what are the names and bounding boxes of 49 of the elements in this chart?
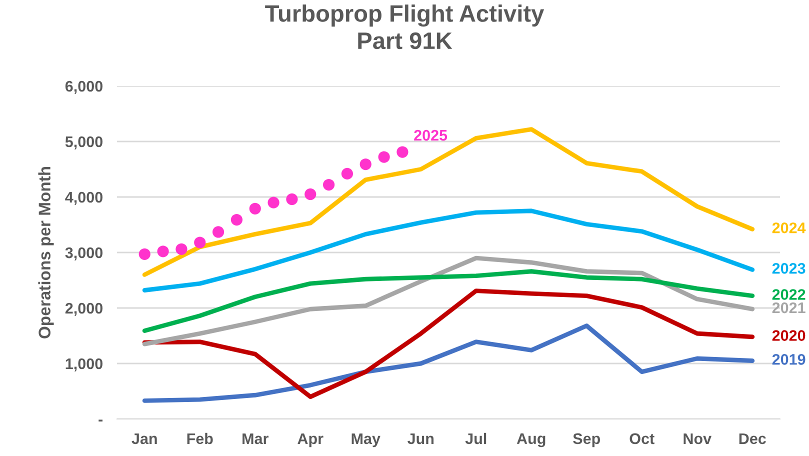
series-label: 2024 (772, 222, 806, 234)
x-tick-label: May (352, 433, 380, 448)
x-tick-label: Dec (739, 433, 766, 444)
series-label: 2019 (772, 354, 806, 365)
point (176, 243, 188, 255)
line-series (142, 256, 755, 346)
point (138, 248, 150, 260)
point (341, 168, 354, 180)
point (396, 146, 408, 158)
point (360, 158, 372, 170)
line-series (142, 269, 755, 333)
x-tick-label: Oct (630, 433, 654, 444)
point (268, 196, 280, 208)
line-series (142, 208, 755, 292)
x-tick-label: Jun (408, 433, 434, 444)
line-series (142, 127, 755, 277)
point (157, 246, 169, 258)
series-label: 2022 (772, 289, 806, 300)
y-tick-label: 1,000 (66, 358, 102, 372)
series-label: 2021 (772, 302, 806, 314)
point (378, 151, 390, 163)
x-tick-label: Jan (132, 433, 157, 444)
chart-title: Turboprop Flight Activity Part 91K (265, 4, 544, 50)
point (249, 202, 261, 214)
point (194, 236, 206, 248)
x-tick-label: Mar (242, 433, 268, 444)
x-tick-label: Sep (573, 433, 600, 448)
series-label: 2025 (414, 130, 448, 141)
x-tick-label: Jul (465, 432, 486, 444)
y-tick-label: 4,000 (65, 192, 102, 205)
point (230, 214, 243, 226)
x-tick-label: Apr (298, 433, 324, 448)
x-tick-label: Feb (187, 432, 213, 444)
y-tick-label: 6,000 (65, 80, 102, 94)
y-tick-label: - (98, 420, 102, 422)
y-axis-title: Operations per Month (38, 166, 54, 338)
line-series (142, 324, 755, 403)
y-tick-label: 5,000 (65, 136, 102, 150)
line-series (142, 288, 755, 400)
point (212, 226, 224, 238)
x-tick-label: Nov (684, 433, 712, 444)
point (286, 193, 298, 206)
series-label: 2023 (772, 262, 806, 274)
point (322, 178, 335, 191)
y-tick-label: 2,000 (65, 302, 102, 316)
point (304, 188, 316, 200)
x-tick-label: Aug (516, 433, 546, 448)
series-label: 2020 (772, 330, 806, 341)
y-tick-label: 3,000 (65, 247, 102, 260)
